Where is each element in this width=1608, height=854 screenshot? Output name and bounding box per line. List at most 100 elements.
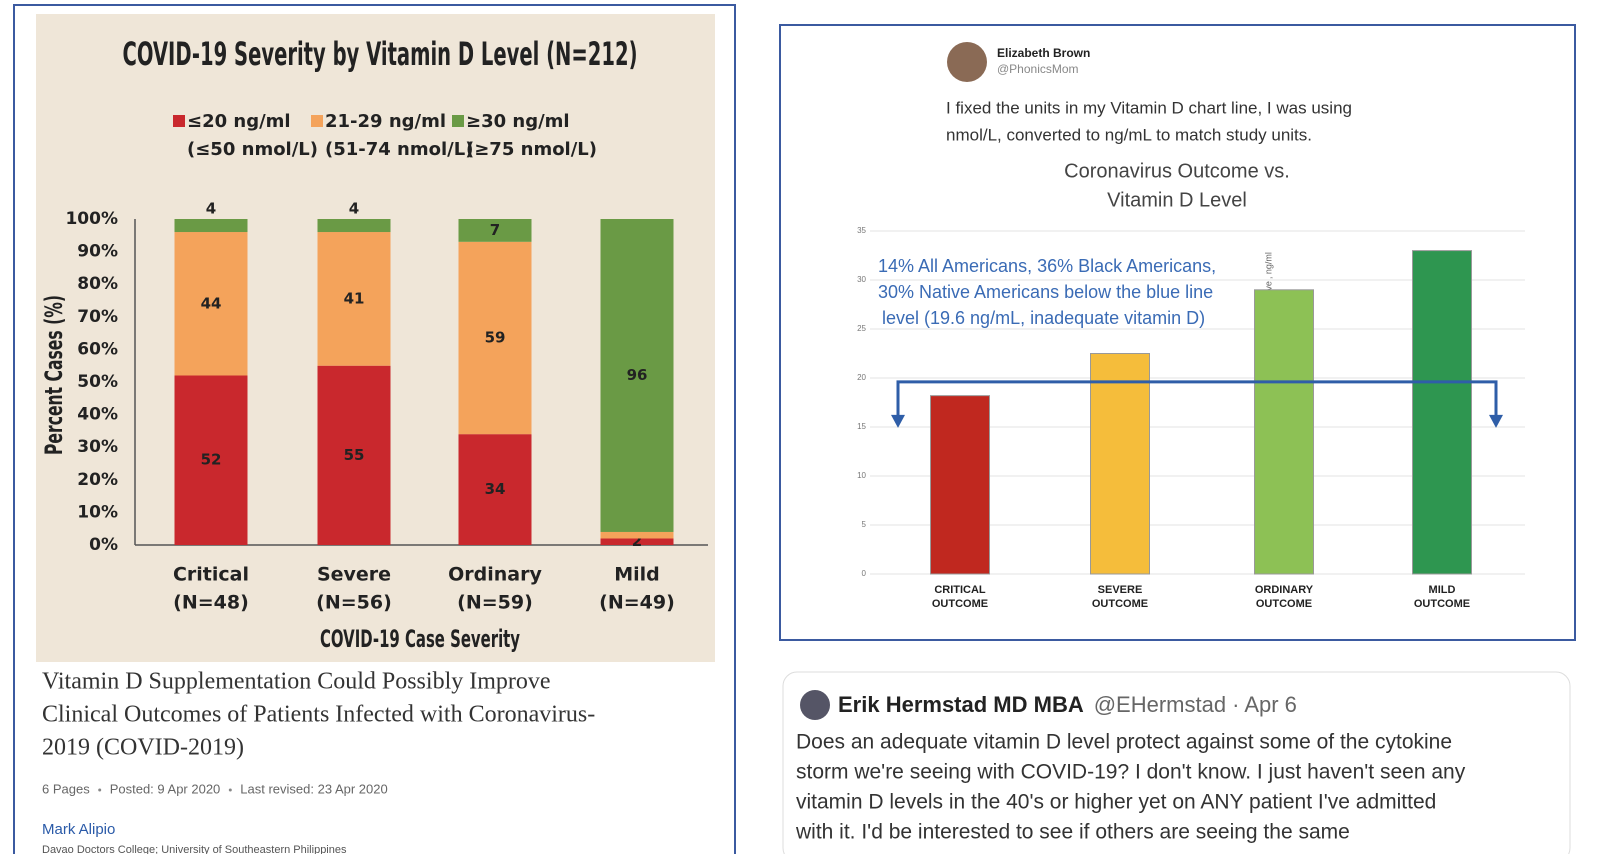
- x-tick-label: OUTCOME: [1092, 598, 1148, 610]
- x-tick-label: CRITICAL: [934, 584, 986, 596]
- bar-segment: [317, 232, 391, 366]
- data-label: 4: [206, 200, 216, 218]
- legend-swatch: [311, 115, 323, 127]
- x-tick-label: (N=59): [457, 592, 533, 614]
- data-label: 44: [201, 294, 222, 312]
- reference-line: [896, 380, 1498, 419]
- x-tick-label: Ordinary: [448, 564, 542, 586]
- y-tick-label: 30: [857, 275, 866, 284]
- separator-dot: [228, 788, 232, 792]
- bar-segment: [174, 219, 248, 233]
- arrow-head: [1489, 414, 1503, 428]
- bar-segment: [458, 241, 532, 435]
- avatar: [800, 690, 830, 720]
- avatar: [947, 42, 987, 82]
- tweet-author: Elizabeth Brown: [997, 46, 1090, 60]
- bar: [1254, 289, 1314, 575]
- y-tick-label: 30%: [77, 437, 118, 457]
- data-label: 41: [344, 289, 365, 307]
- bar-segment: [600, 219, 674, 532]
- x-axis-label: COVID-19 Case Severity: [320, 625, 520, 653]
- paper-title: Clinical Outcomes of Patients Infected w…: [42, 702, 595, 728]
- legend-label: ≤20 ng/ml: [187, 111, 291, 132]
- bar-segment: [600, 538, 674, 545]
- legend-swatch: [452, 115, 464, 127]
- bar-segment: [317, 219, 391, 233]
- tweet-author: Erik Hermstad MD MBA: [838, 692, 1084, 717]
- x-tick-label: OUTCOME: [932, 598, 988, 610]
- chart-title: COVID-19 Severity by Vitamin D Level (N=…: [123, 35, 638, 73]
- y-tick-label: 70%: [77, 307, 118, 327]
- y-tick-label: 0%: [89, 535, 118, 555]
- y-tick-label: 50%: [77, 372, 118, 392]
- data-label: 34: [485, 480, 506, 498]
- y-tick-label: 10: [857, 471, 866, 480]
- legend-note: (≤50 nmol/L): [187, 139, 318, 160]
- paper-title: 2019 (COVID-2019): [42, 735, 244, 761]
- y-tick-label: 5: [862, 520, 867, 529]
- bar-segment: [317, 365, 391, 545]
- y-tick-label: 90%: [77, 242, 118, 262]
- y-tick-label: 80%: [77, 274, 118, 294]
- y-axis-label: Percent Cases (%): [40, 295, 68, 455]
- y-tick-label: 20%: [77, 470, 118, 490]
- paper-meta: Last revised: 23 Apr 2020: [240, 781, 387, 796]
- tweet-text: Does an adequate vitamin D level protect…: [796, 731, 1452, 754]
- x-tick-label: OUTCOME: [1414, 598, 1470, 610]
- y-tick-label: 60%: [77, 339, 118, 359]
- y-tick-label: 15: [857, 422, 866, 431]
- data-label: 4: [349, 200, 359, 218]
- legend-label: 21-29 ng/ml: [325, 111, 446, 132]
- annotation: level (19.6 ng/mL, inadequate vitamin D): [882, 308, 1205, 328]
- bar-segment: [174, 232, 248, 376]
- bar: [1412, 250, 1472, 575]
- data-label: 96: [627, 366, 648, 384]
- x-tick-label: Mild: [614, 564, 660, 586]
- bar-segment: [600, 531, 674, 539]
- data-label: 7: [490, 221, 500, 239]
- x-tick-label: MILD: [1429, 584, 1456, 596]
- x-tick-label: (N=48): [173, 592, 249, 614]
- tweet-text: I fixed the units in my Vitamin D chart …: [946, 98, 1352, 117]
- x-tick-label: SEVERE: [1098, 584, 1143, 596]
- x-tick-label: Critical: [173, 564, 249, 586]
- bar-segment: [174, 375, 248, 545]
- bar: [1090, 353, 1150, 575]
- legend-swatch: [173, 115, 185, 127]
- tweet-header: Erik Hermstad MD MBA @EHermstad · Apr 6: [838, 692, 1297, 717]
- bar: [930, 395, 990, 575]
- paper-meta: 6 Pages: [42, 781, 90, 796]
- x-tick-label: (N=56): [316, 592, 392, 614]
- tweet-text: storm we're seeing with COVID-19? I don'…: [796, 761, 1466, 784]
- y-tick-label: 40%: [77, 405, 118, 425]
- y-tick-label: 0: [862, 569, 867, 578]
- y-tick-label: 10%: [77, 502, 118, 522]
- bar-segment: [458, 219, 532, 242]
- paper-meta: Posted: 9 Apr 2020: [110, 781, 221, 796]
- y-tick-label: 25: [857, 324, 866, 333]
- tweet-handle: @PhonicsMom: [997, 62, 1079, 76]
- separator-dot: [98, 788, 102, 792]
- y-tick-label: 100%: [65, 209, 118, 229]
- tweet-text: nmol/L, converted to ng/mL to match stud…: [946, 125, 1312, 144]
- tweet-text: vitamin D levels in the 40's or higher y…: [796, 791, 1436, 814]
- y-tick-label: 20: [857, 373, 866, 382]
- x-tick-label: Severe: [317, 564, 391, 586]
- data-label: 55: [344, 446, 365, 464]
- annotation: 14% All Americans, 36% Black Americans,: [878, 256, 1216, 276]
- tweet-card: [782, 671, 1571, 854]
- legend-label: ≥30 ng/ml: [466, 111, 570, 132]
- tweet-text: with it. I'd be interested to see if oth…: [795, 821, 1350, 844]
- chart-title: Coronavirus Outcome vs.: [1064, 160, 1290, 182]
- arrow-head: [891, 414, 905, 428]
- tweet-handle: @EHermstad: [1094, 692, 1226, 717]
- chart-title: Vitamin D Level: [1107, 189, 1247, 211]
- tweet-date: · Apr 6: [1232, 692, 1297, 717]
- x-tick-label: (N=49): [599, 592, 675, 614]
- legend-note: (≥75 nmol/L): [466, 139, 597, 160]
- legend-note: (51-74 nmol/L): [325, 139, 473, 160]
- data-label: 52: [201, 451, 222, 469]
- x-tick-label: ORDINARY: [1255, 584, 1314, 596]
- annotation: 30% Native Americans below the blue line: [878, 282, 1213, 302]
